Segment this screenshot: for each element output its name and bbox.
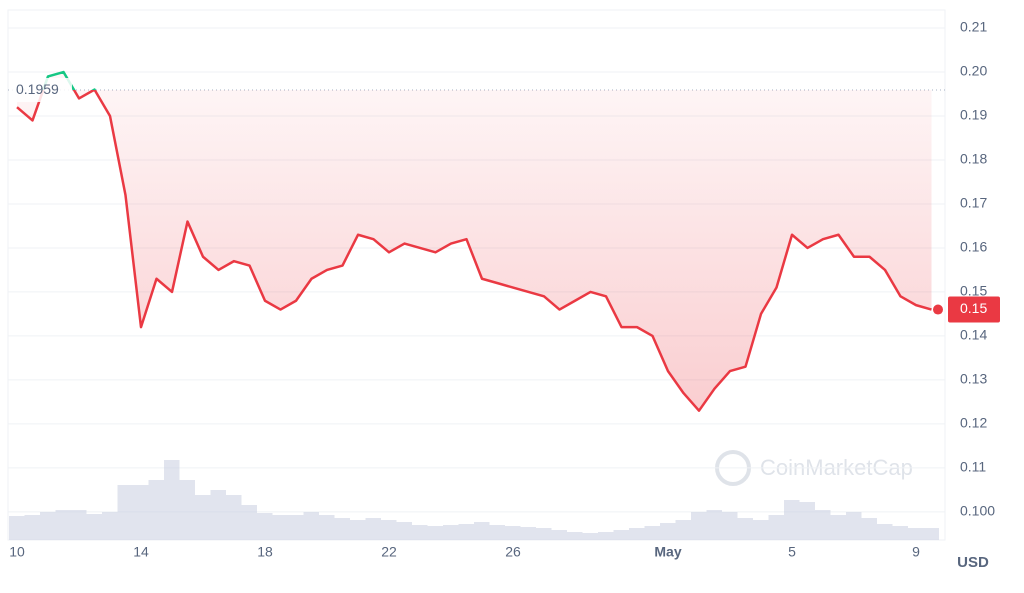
y-tick-label: 0.100 xyxy=(960,503,995,519)
volume-bar xyxy=(846,512,862,540)
volume-bar xyxy=(319,515,335,540)
current-dot xyxy=(933,304,943,315)
volume-bar xyxy=(892,526,908,540)
watermark-text: CoinMarketCap xyxy=(760,455,913,480)
volume-bar xyxy=(102,512,118,540)
y-tick-label: 0.12 xyxy=(960,415,987,431)
volume-bar xyxy=(768,515,784,540)
volume-bar xyxy=(474,522,490,540)
volume-bar xyxy=(706,510,722,540)
y-tick-label: 0.16 xyxy=(960,239,987,255)
volume-bar xyxy=(536,528,552,540)
volume-bar xyxy=(71,510,87,540)
volume-bar xyxy=(691,512,707,540)
volume-bar xyxy=(303,512,319,540)
volume-bar xyxy=(861,518,877,540)
volume-bar xyxy=(288,515,304,540)
x-tick-label: 22 xyxy=(381,544,397,560)
y-tick-label: 0.18 xyxy=(960,151,987,167)
volume-bar xyxy=(427,526,443,540)
volume-bar xyxy=(133,485,149,540)
volume-bar xyxy=(148,480,164,540)
volume-bar xyxy=(350,520,366,540)
y-tick-label: 0.15 xyxy=(960,283,987,299)
volume-bar xyxy=(629,528,645,540)
y-tick-label: 0.14 xyxy=(960,327,987,343)
x-tick-label: May xyxy=(654,544,681,560)
volume-bar xyxy=(117,485,133,540)
volume-bar xyxy=(55,510,71,540)
volume-bar xyxy=(753,520,769,540)
volume-bar xyxy=(195,495,211,540)
volume-bar xyxy=(396,522,412,540)
volume-bar xyxy=(598,532,614,540)
y-tick-label: 0.20 xyxy=(960,63,987,79)
volume-bar xyxy=(334,518,350,540)
volume-bar xyxy=(660,523,676,540)
volume-bar xyxy=(675,520,691,540)
volume-bar xyxy=(644,526,660,540)
volume-bar xyxy=(179,480,195,540)
volume-bar xyxy=(365,518,381,540)
volume-bar xyxy=(40,512,56,540)
volume-bar xyxy=(381,520,397,540)
current-price-label: 0.15 xyxy=(960,300,987,316)
x-tick-label: 14 xyxy=(133,544,149,560)
y-tick-label: 0.13 xyxy=(960,371,987,387)
y-tick-label: 0.11 xyxy=(960,459,986,475)
volume-bar xyxy=(582,533,598,540)
volume-bar xyxy=(815,510,831,540)
volume-bar xyxy=(210,490,226,540)
volume-bar xyxy=(9,516,25,540)
volume-bar xyxy=(257,513,273,540)
x-tick-label: 9 xyxy=(912,544,920,560)
volume-bar xyxy=(505,526,521,540)
watermark: CoinMarketCap xyxy=(715,450,913,486)
y-tick-label: 0.19 xyxy=(960,107,987,123)
volume-bar xyxy=(241,505,257,540)
x-tick-label: 18 xyxy=(257,544,273,560)
volume-bar xyxy=(458,524,474,540)
y-tick-label: 0.17 xyxy=(960,195,987,211)
volume-bar xyxy=(551,530,567,540)
volume-bar xyxy=(908,528,924,540)
volume-bar xyxy=(412,525,428,540)
volume-bar xyxy=(737,518,753,540)
reference-label: 0.1959 xyxy=(16,81,59,97)
volume-bar xyxy=(24,515,40,540)
reference-label-box xyxy=(10,78,72,103)
volume-bar xyxy=(923,528,939,540)
volume-bar xyxy=(489,525,505,540)
volume-bar xyxy=(567,532,583,540)
volume-bar xyxy=(799,502,815,540)
price-line xyxy=(16,70,932,412)
volume-bar xyxy=(226,495,242,540)
volume-bar xyxy=(877,524,893,540)
x-tick-label: 26 xyxy=(505,544,521,560)
volume-bar xyxy=(272,515,288,540)
volume-bar xyxy=(443,525,459,540)
area xyxy=(17,72,932,411)
volume-bar xyxy=(613,530,629,540)
volume-bar xyxy=(784,500,800,540)
y-tick-label: 0.21 xyxy=(960,19,987,35)
volume-bar xyxy=(164,460,180,540)
volume-bar xyxy=(520,527,536,540)
volume-bar xyxy=(722,512,738,540)
x-tick-label: 5 xyxy=(788,544,796,560)
y-unit: USD xyxy=(957,554,989,571)
current-price-box xyxy=(948,296,1000,323)
x-tick-label: 10 xyxy=(9,544,25,560)
volume-bar xyxy=(830,515,846,540)
volume-bar xyxy=(86,514,102,540)
